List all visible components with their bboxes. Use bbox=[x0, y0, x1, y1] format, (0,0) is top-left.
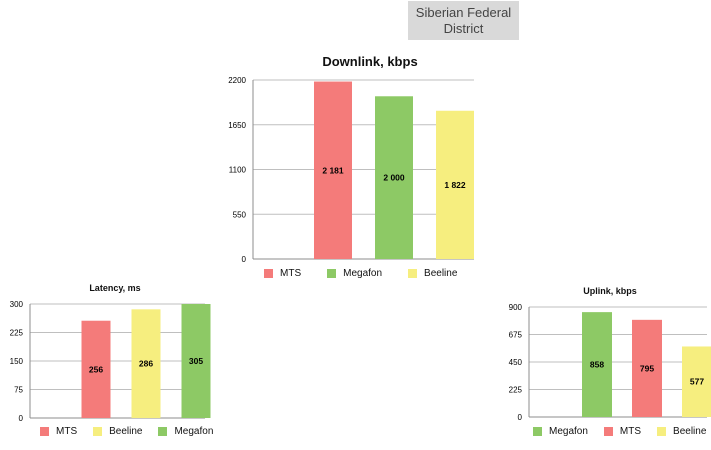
y-tick-label: 0 bbox=[242, 255, 247, 264]
bar-beeline bbox=[682, 346, 711, 417]
legend-label: Megafon bbox=[174, 426, 214, 437]
plot-area: 0 550 1100 1650 2200 2 181 2 000 1 822 bbox=[228, 76, 474, 264]
y-tick-label: 0 bbox=[19, 414, 24, 423]
y-tick-label: 225 bbox=[509, 386, 523, 395]
bar-beeline bbox=[436, 110, 474, 259]
legend-swatch bbox=[40, 427, 49, 436]
legend-item-mts: MTS bbox=[603, 426, 642, 437]
legend-label: MTS bbox=[56, 426, 78, 437]
data-label: 2 000 bbox=[383, 173, 405, 183]
bar-beeline bbox=[131, 309, 161, 418]
y-tick-label: 450 bbox=[509, 358, 523, 367]
data-label: 577 bbox=[690, 377, 704, 387]
bar-mts bbox=[81, 320, 111, 418]
y-tick-label: 225 bbox=[10, 329, 24, 338]
data-label: 256 bbox=[89, 364, 103, 374]
legend-item-beeline: Beeline bbox=[657, 426, 706, 437]
y-tick-label: 75 bbox=[14, 386, 23, 395]
y-tick-label: 0 bbox=[518, 413, 523, 422]
uplink-chart: Uplink, kbps 0 225 450 675 900 858 795 577 Mega… bbox=[495, 280, 711, 445]
legend-label: MTS bbox=[619, 426, 642, 437]
legend-swatch bbox=[327, 269, 337, 278]
legend-swatch bbox=[158, 427, 168, 436]
chart-legend: MTS Megafon Beeline bbox=[264, 268, 457, 279]
legend-item-beeline: Beeline bbox=[408, 268, 457, 279]
data-label: 795 bbox=[640, 363, 654, 373]
legend-label: Beeline bbox=[673, 426, 707, 437]
legend-item-mts: MTS bbox=[264, 268, 301, 279]
plot-area: 0 225 450 675 900 858 795 577 bbox=[509, 303, 711, 422]
legend-label: Beeline bbox=[109, 426, 143, 437]
bar-megafon bbox=[181, 304, 211, 418]
y-tick-label: 1650 bbox=[228, 121, 246, 130]
latency-chart: Latency, ms 0 75 150 225 300 256 286 305 MTS Bee… bbox=[0, 280, 214, 445]
legend-swatch bbox=[603, 427, 613, 436]
data-label: 1 822 bbox=[444, 180, 466, 190]
legend-item-mts: MTS bbox=[40, 426, 77, 437]
legend-swatch bbox=[93, 427, 103, 436]
legend-label: Beeline bbox=[424, 268, 458, 279]
y-tick-label: 2200 bbox=[228, 76, 246, 85]
legend-swatch bbox=[657, 427, 667, 436]
legend-item-beeline: Beeline bbox=[93, 426, 142, 437]
chart-title: Uplink, kbps bbox=[583, 286, 637, 296]
data-label: 858 bbox=[590, 360, 604, 370]
plot-area: 0 75 150 225 300 256 286 305 bbox=[10, 300, 211, 423]
legend-swatch bbox=[408, 269, 418, 278]
legend-label: Megafon bbox=[343, 268, 383, 279]
legend-label: MTS bbox=[280, 268, 302, 279]
y-tick-label: 900 bbox=[509, 303, 523, 312]
legend-item-megafon: Megafon bbox=[533, 426, 588, 437]
legend-item-megafon: Megafon bbox=[158, 426, 213, 437]
downlink-chart: Downlink, kbps 0 550 1100 1650 2200 2 181 2 00… bbox=[220, 52, 480, 287]
data-label: 2 181 bbox=[322, 165, 344, 175]
region-label-line1: Siberian Federal bbox=[415, 4, 512, 20]
y-tick-label: 300 bbox=[10, 300, 24, 309]
region-label-line2: District bbox=[443, 20, 484, 36]
chart-legend: Megafon MTS Beeline bbox=[533, 426, 706, 437]
data-label: 286 bbox=[139, 359, 153, 369]
data-label: 305 bbox=[189, 356, 203, 366]
y-tick-label: 675 bbox=[509, 331, 523, 340]
y-tick-label: 550 bbox=[233, 210, 247, 219]
bar-megafon bbox=[375, 96, 413, 259]
region-label: Siberian Federal District bbox=[408, 1, 519, 40]
legend-swatch bbox=[533, 427, 542, 436]
y-tick-label: 150 bbox=[10, 357, 24, 366]
chart-title: Latency, ms bbox=[89, 283, 141, 293]
bar-megafon bbox=[582, 312, 612, 417]
bar-mts bbox=[632, 319, 662, 417]
legend-swatch bbox=[264, 269, 273, 278]
legend-label: Megafon bbox=[549, 426, 588, 437]
chart-title: Downlink, kbps bbox=[322, 54, 418, 69]
bar-mts bbox=[314, 81, 352, 259]
y-tick-label: 1100 bbox=[229, 166, 247, 175]
legend-item-megafon: Megafon bbox=[327, 268, 382, 279]
chart-legend: MTS Beeline Megafon bbox=[40, 426, 213, 437]
